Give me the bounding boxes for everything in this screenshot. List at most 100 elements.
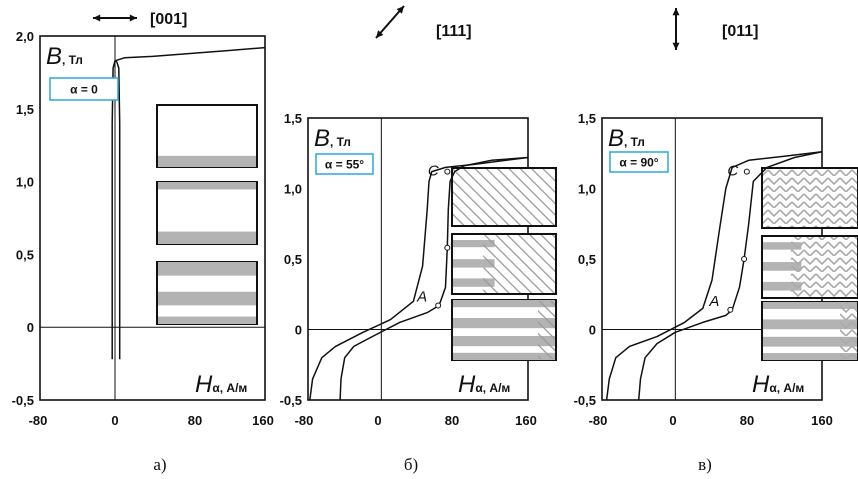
point-label-C: C xyxy=(727,163,738,180)
zigzag-domain-icon xyxy=(761,167,858,229)
mixed-stripe-zigzag-domain-icon xyxy=(761,235,858,299)
point-marker-mid xyxy=(444,244,451,251)
direction-label: [001] xyxy=(150,11,187,28)
x-tick-label: 0 xyxy=(669,413,676,428)
y-tick-label: 0 xyxy=(27,320,34,335)
y-axis-label: B, Тл xyxy=(46,43,83,70)
arrow-head xyxy=(376,30,384,38)
panel-label: б) xyxy=(404,455,418,474)
x-axis-label: Hα, А/м xyxy=(752,371,804,398)
domain-band xyxy=(763,353,857,360)
y-tick-label: 0 xyxy=(295,323,302,338)
y-tick-label: 0,5 xyxy=(284,252,302,267)
y-tick-label: 0,5 xyxy=(578,252,596,267)
series-line-2 xyxy=(339,156,529,401)
plot-frame xyxy=(39,35,266,401)
domain-hatch xyxy=(763,169,857,227)
domain-band xyxy=(453,259,495,268)
alpha-label: α = 0 xyxy=(70,83,98,97)
domain-band xyxy=(158,182,256,190)
series-line-1 xyxy=(111,46,266,360)
domain-hatch xyxy=(453,169,555,225)
domain-band xyxy=(763,262,802,271)
domain-hatch xyxy=(790,237,857,297)
domain-edge-fill xyxy=(840,303,857,359)
y-tick-label: 0 xyxy=(589,323,596,338)
y-tick-label: 1,0 xyxy=(284,182,302,197)
x-tick-label: -80 xyxy=(295,413,314,428)
chart-panel-2: -80 0 80 160 1,5 1,0 0,5 0 -0,5 C A B, Тл Hα, А/м α =… xyxy=(280,5,557,474)
point-marker-C xyxy=(444,168,451,175)
y-tick-label: 1,0 xyxy=(16,175,34,190)
domain-band xyxy=(158,231,256,244)
x-tick-label: 80 xyxy=(740,413,754,428)
domain-band xyxy=(453,300,555,308)
x-tick-label: 160 xyxy=(252,413,274,428)
arrow-head xyxy=(93,14,101,22)
domain-band xyxy=(763,242,802,250)
chart-panel-1: -80 0 80 160 2,0 1,5 1,0 0,5 0 -0,5 B, Тл Hα, А/м α … xyxy=(12,11,274,474)
x-tick-label: -80 xyxy=(589,413,608,428)
y-tick-label: 1,5 xyxy=(578,111,596,126)
domain-band xyxy=(453,352,555,360)
arrow-head xyxy=(396,6,404,14)
domain-band xyxy=(453,318,555,329)
domain-band xyxy=(763,336,857,347)
y-tick-label: -0,5 xyxy=(574,393,596,408)
horizontal-stripe-domain-icon xyxy=(761,301,858,361)
y-tick-label: 2,0 xyxy=(16,29,34,44)
panel-label: в) xyxy=(698,455,712,474)
x-tick-label: -80 xyxy=(29,413,48,428)
domain-band xyxy=(453,240,495,248)
y-tick-label: -0,5 xyxy=(280,393,302,408)
arrow-head xyxy=(672,8,680,16)
domain-band xyxy=(158,291,256,306)
point-marker-A xyxy=(727,306,734,313)
series-line-1 xyxy=(605,151,823,401)
domain-edge-fill xyxy=(538,301,555,359)
panel-label: а) xyxy=(153,455,166,474)
diagonal-hatch-domain-icon xyxy=(451,167,557,227)
x-tick-label: 0 xyxy=(111,413,118,428)
arrow-head xyxy=(129,14,137,22)
y-tick-label: 1,5 xyxy=(16,102,34,117)
domain-hatch xyxy=(483,235,555,293)
y-tick-label: -0,5 xyxy=(12,393,34,408)
point-label-A: A xyxy=(708,293,719,310)
mixed-stripe-hatch-domain-icon xyxy=(451,233,557,295)
domain-band xyxy=(453,336,555,347)
y-axis-label: B, Тл xyxy=(314,125,351,152)
y-tick-label: 1,5 xyxy=(284,111,302,126)
chart-panel-3: -80 0 80 160 1,5 1,0 0,5 0 -0,5 C A B, Тл Hα, А/м α =… xyxy=(574,8,858,474)
point-marker-C xyxy=(743,168,750,175)
point-label-A: A xyxy=(416,289,427,306)
horizontal-stripe-domain-icon xyxy=(451,299,557,361)
diagonal-double-arrow-icon xyxy=(375,5,405,39)
x-tick-label: 0 xyxy=(374,413,381,428)
vertical-double-arrow-icon xyxy=(672,8,680,50)
alpha-label: α = 90° xyxy=(619,156,658,170)
x-axis-label: Hα, А/м xyxy=(195,371,247,398)
point-label-C: C xyxy=(428,163,439,180)
domain-band xyxy=(763,319,857,330)
x-tick-label: 80 xyxy=(445,413,459,428)
arrow-head xyxy=(672,42,680,50)
direction-label: [011] xyxy=(722,23,758,40)
horizontal-stripe-domain-icon xyxy=(156,104,258,168)
domain-band xyxy=(158,316,256,324)
alpha-box xyxy=(609,151,669,173)
point-marker-mid xyxy=(741,256,748,262)
x-tick-label: 80 xyxy=(188,413,202,428)
y-axis-label: B, Тл xyxy=(608,125,645,152)
alpha-box xyxy=(49,77,119,101)
series-line-2 xyxy=(114,60,121,360)
alpha-label: α = 55° xyxy=(325,158,364,172)
x-tick-label: 160 xyxy=(811,413,833,428)
alpha-box xyxy=(315,153,374,175)
horizontal-stripe-domain-icon xyxy=(156,181,258,245)
horizontal-double-arrow-icon xyxy=(93,14,137,22)
y-tick-label: 1,0 xyxy=(578,182,596,197)
x-axis-label: Hα, А/м xyxy=(458,371,510,398)
direction-label: [111] xyxy=(436,23,472,40)
